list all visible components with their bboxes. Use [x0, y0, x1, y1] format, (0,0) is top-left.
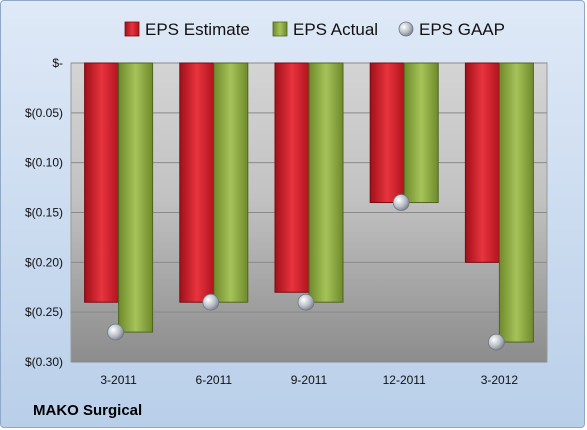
x-tick-label: 6-2011	[196, 373, 233, 387]
y-tick-label: $(0.20)	[25, 255, 63, 269]
eps-estimate-bar	[179, 62, 215, 303]
eps-gaap-marker	[107, 323, 124, 341]
eps-estimate-bar	[464, 62, 500, 263]
x-tick-label: 12-2011	[383, 373, 426, 387]
eps-gaap-marker	[202, 293, 220, 311]
x-tick-label: 9-2011	[291, 373, 328, 387]
y-tick-label: $(0.30)	[25, 355, 63, 369]
legend-label: EPS GAAP	[419, 20, 505, 39]
y-tick-label: $(0.15)	[25, 206, 63, 220]
legend-label: EPS Actual	[293, 20, 378, 39]
y-tick-label: $(0.05)	[25, 106, 63, 120]
eps-estimate-bar	[274, 62, 310, 293]
y-tick-label: $(0.25)	[25, 305, 63, 319]
legend-label: EPS Estimate	[145, 20, 250, 39]
y-tick-label: $(0.10)	[25, 156, 63, 170]
eps-actual-bar	[498, 62, 534, 343]
eps-actual-bar	[308, 62, 344, 303]
y-tick-label: $-	[52, 56, 63, 70]
eps-gaap-marker	[392, 194, 410, 211]
eps-actual-bar	[213, 62, 249, 303]
company-label: MAKO Surgical	[33, 402, 142, 419]
eps-estimate-bar	[84, 62, 120, 303]
eps-gaap-marker	[297, 293, 315, 311]
x-tick-label: 3-2011	[100, 373, 137, 387]
x-tick-label: 3-2012	[481, 373, 519, 387]
legend-swatch	[272, 21, 288, 37]
eps-actual-bar	[118, 62, 154, 333]
legend-swatch	[398, 21, 414, 37]
eps-actual-bar	[403, 62, 439, 204]
eps-gaap-marker	[487, 333, 505, 351]
eps-estimate-bar	[369, 62, 405, 204]
legend-swatch	[124, 21, 140, 37]
